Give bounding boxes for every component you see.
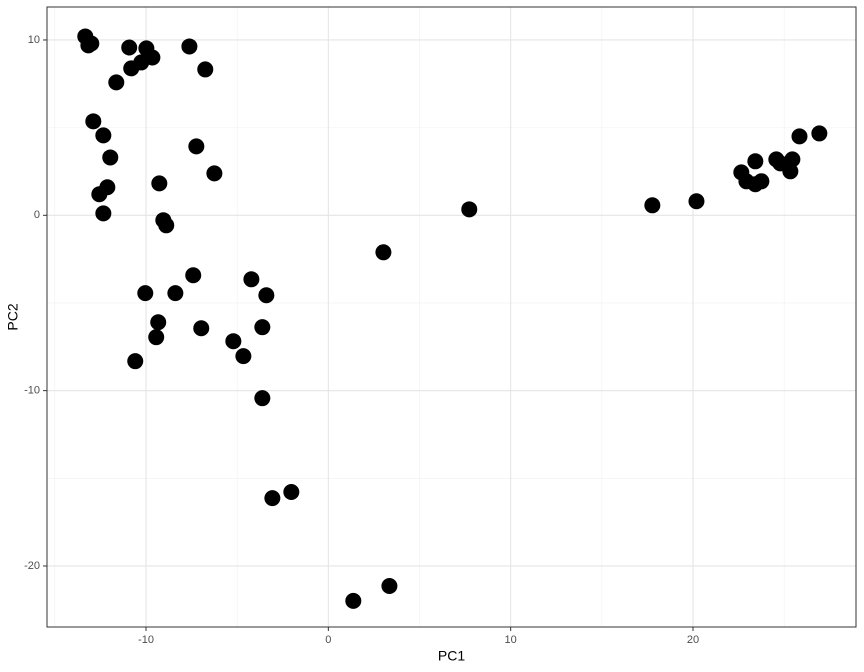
point: [91, 186, 108, 203]
x-axis-title: PC1: [438, 648, 465, 664]
point: [123, 60, 140, 77]
point: [258, 287, 275, 304]
point: [375, 244, 392, 261]
point: [784, 151, 801, 168]
point: [782, 163, 799, 180]
point: [102, 149, 119, 166]
point: [225, 333, 242, 350]
point: [264, 490, 281, 507]
y-tick-label: 0: [34, 209, 40, 221]
point: [150, 314, 167, 331]
point: [243, 271, 260, 288]
point: [254, 319, 271, 336]
point: [148, 329, 165, 346]
panel-border: [46, 6, 857, 628]
point: [461, 201, 478, 218]
point: [188, 138, 205, 155]
point: [121, 39, 138, 56]
point: [193, 320, 210, 337]
point: [791, 128, 808, 145]
point: [747, 153, 764, 170]
x-tick-label: -10: [138, 634, 154, 646]
point: [283, 483, 300, 500]
point: [753, 173, 770, 190]
point: [151, 175, 168, 192]
point: [235, 348, 252, 365]
point: [811, 125, 828, 142]
y-axis-title: PC2: [5, 303, 21, 330]
point: [167, 285, 184, 302]
point: [185, 267, 202, 284]
x-tick-label: 0: [325, 634, 331, 646]
y-tick-label: -20: [24, 560, 40, 572]
y-tick-label: 10: [28, 34, 40, 46]
point: [144, 49, 161, 66]
point: [688, 193, 705, 210]
point: [381, 577, 398, 594]
point: [127, 353, 144, 370]
point: [158, 217, 175, 234]
point: [95, 127, 112, 144]
x-tick-label: 20: [687, 634, 699, 646]
point: [345, 592, 362, 609]
point: [254, 390, 271, 407]
point: [83, 35, 100, 52]
point: [85, 113, 102, 130]
point: [181, 38, 198, 55]
point: [108, 74, 125, 91]
x-tick-label: 10: [505, 634, 517, 646]
point: [95, 205, 112, 222]
point: [644, 197, 661, 214]
point: [206, 165, 223, 182]
y-tick-label: -10: [24, 385, 40, 397]
point: [137, 285, 154, 302]
panel: [47, 7, 856, 627]
point: [197, 61, 214, 78]
